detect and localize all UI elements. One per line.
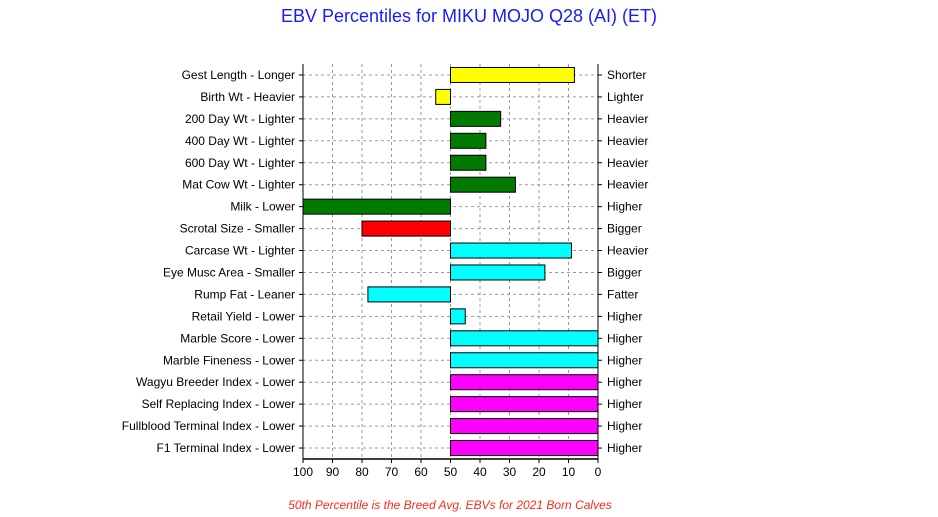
bar <box>450 242 572 259</box>
x-tick-label: 0 <box>595 465 602 479</box>
trait-label-left: Scrotal Size - Smaller <box>180 222 295 236</box>
bar <box>450 352 599 369</box>
trait-label-right: Higher <box>607 419 642 433</box>
trait-label-left: Self Replacing Index - Lower <box>142 397 295 411</box>
trait-label-right: Heavier <box>607 156 648 170</box>
trait-label-left: Eye Musc Area - Smaller <box>163 265 295 279</box>
trait-label-left: 400 Day Wt - Lighter <box>185 134 295 148</box>
x-tick-label: 10 <box>562 465 576 479</box>
bar <box>367 286 451 303</box>
trait-label-right: Higher <box>607 441 642 455</box>
trait-label-left: F1 Terminal Index - Lower <box>156 441 295 455</box>
bar <box>302 198 451 215</box>
trait-label-right: Higher <box>607 375 642 389</box>
trait-label-left: Fullblood Terminal Index - Lower <box>122 419 295 433</box>
trait-label-left: Birth Wt - Heavier <box>200 90 295 104</box>
x-tick-label: 60 <box>414 465 428 479</box>
bar <box>450 440 599 457</box>
x-tick-label: 20 <box>532 465 546 479</box>
bar <box>450 132 487 149</box>
bar <box>450 110 502 127</box>
x-tick-label: 40 <box>473 465 487 479</box>
trait-label-right: Fatter <box>607 287 638 301</box>
bar <box>450 264 546 281</box>
bar <box>450 66 575 83</box>
x-tick-label: 80 <box>355 465 369 479</box>
chart-title: EBV Percentiles for MIKU MOJO Q28 (AI) (… <box>280 6 658 26</box>
axis-layer <box>299 64 602 463</box>
trait-label-left: 600 Day Wt - Lighter <box>185 156 295 170</box>
trait-label-left: Marble Score - Lower <box>180 331 295 345</box>
trait-label-right: Heavier <box>607 178 648 192</box>
trait-label-left: Carcase Wt - Lighter <box>185 244 295 258</box>
trait-label-left: Milk - Lower <box>230 200 295 214</box>
x-tick-label: 100 <box>293 465 313 479</box>
x-tick-label: 30 <box>503 465 517 479</box>
trait-label-right: Lighter <box>607 90 644 104</box>
bar-layer <box>302 66 599 457</box>
x-tick-label: 90 <box>326 465 340 479</box>
bar <box>361 220 451 237</box>
chart-footnote: 50th Percentile is the Breed Avg. EBVs f… <box>288 498 612 512</box>
trait-label-right: Higher <box>607 331 642 345</box>
trait-label-left: Wagyu Breeder Index - Lower <box>136 375 295 389</box>
bar <box>450 396 599 413</box>
trait-label-right: Higher <box>607 309 642 323</box>
trait-label-right: Shorter <box>607 68 646 82</box>
grid-layer <box>302 64 599 459</box>
trait-label-left: Gest Length - Longer <box>182 68 295 82</box>
bar <box>450 308 466 325</box>
trait-label-right: Bigger <box>607 222 642 236</box>
trait-label-left: Marble Fineness - Lower <box>163 353 295 367</box>
trait-label-right: Higher <box>607 200 642 214</box>
trait-label-right: Bigger <box>607 265 642 279</box>
bar <box>450 154 487 171</box>
trait-label-right: Heavier <box>607 112 648 126</box>
trait-label-left: Rump Fat - Leaner <box>194 287 295 301</box>
bar <box>450 176 516 193</box>
bar <box>435 88 451 105</box>
trait-label-right: Heavier <box>607 134 648 148</box>
x-tick-label: 70 <box>385 465 399 479</box>
trait-label-left: Retail Yield - Lower <box>192 309 295 323</box>
bar <box>450 330 599 347</box>
trait-label-right: Heavier <box>607 244 648 258</box>
bar <box>450 418 599 435</box>
trait-label-right: Higher <box>607 353 642 367</box>
bar <box>450 374 599 391</box>
trait-label-right: Higher <box>607 397 642 411</box>
trait-label-left: 200 Day Wt - Lighter <box>185 112 295 126</box>
trait-label-left: Mat Cow Wt - Lighter <box>182 178 295 192</box>
x-tick-label: 50 <box>444 465 458 479</box>
